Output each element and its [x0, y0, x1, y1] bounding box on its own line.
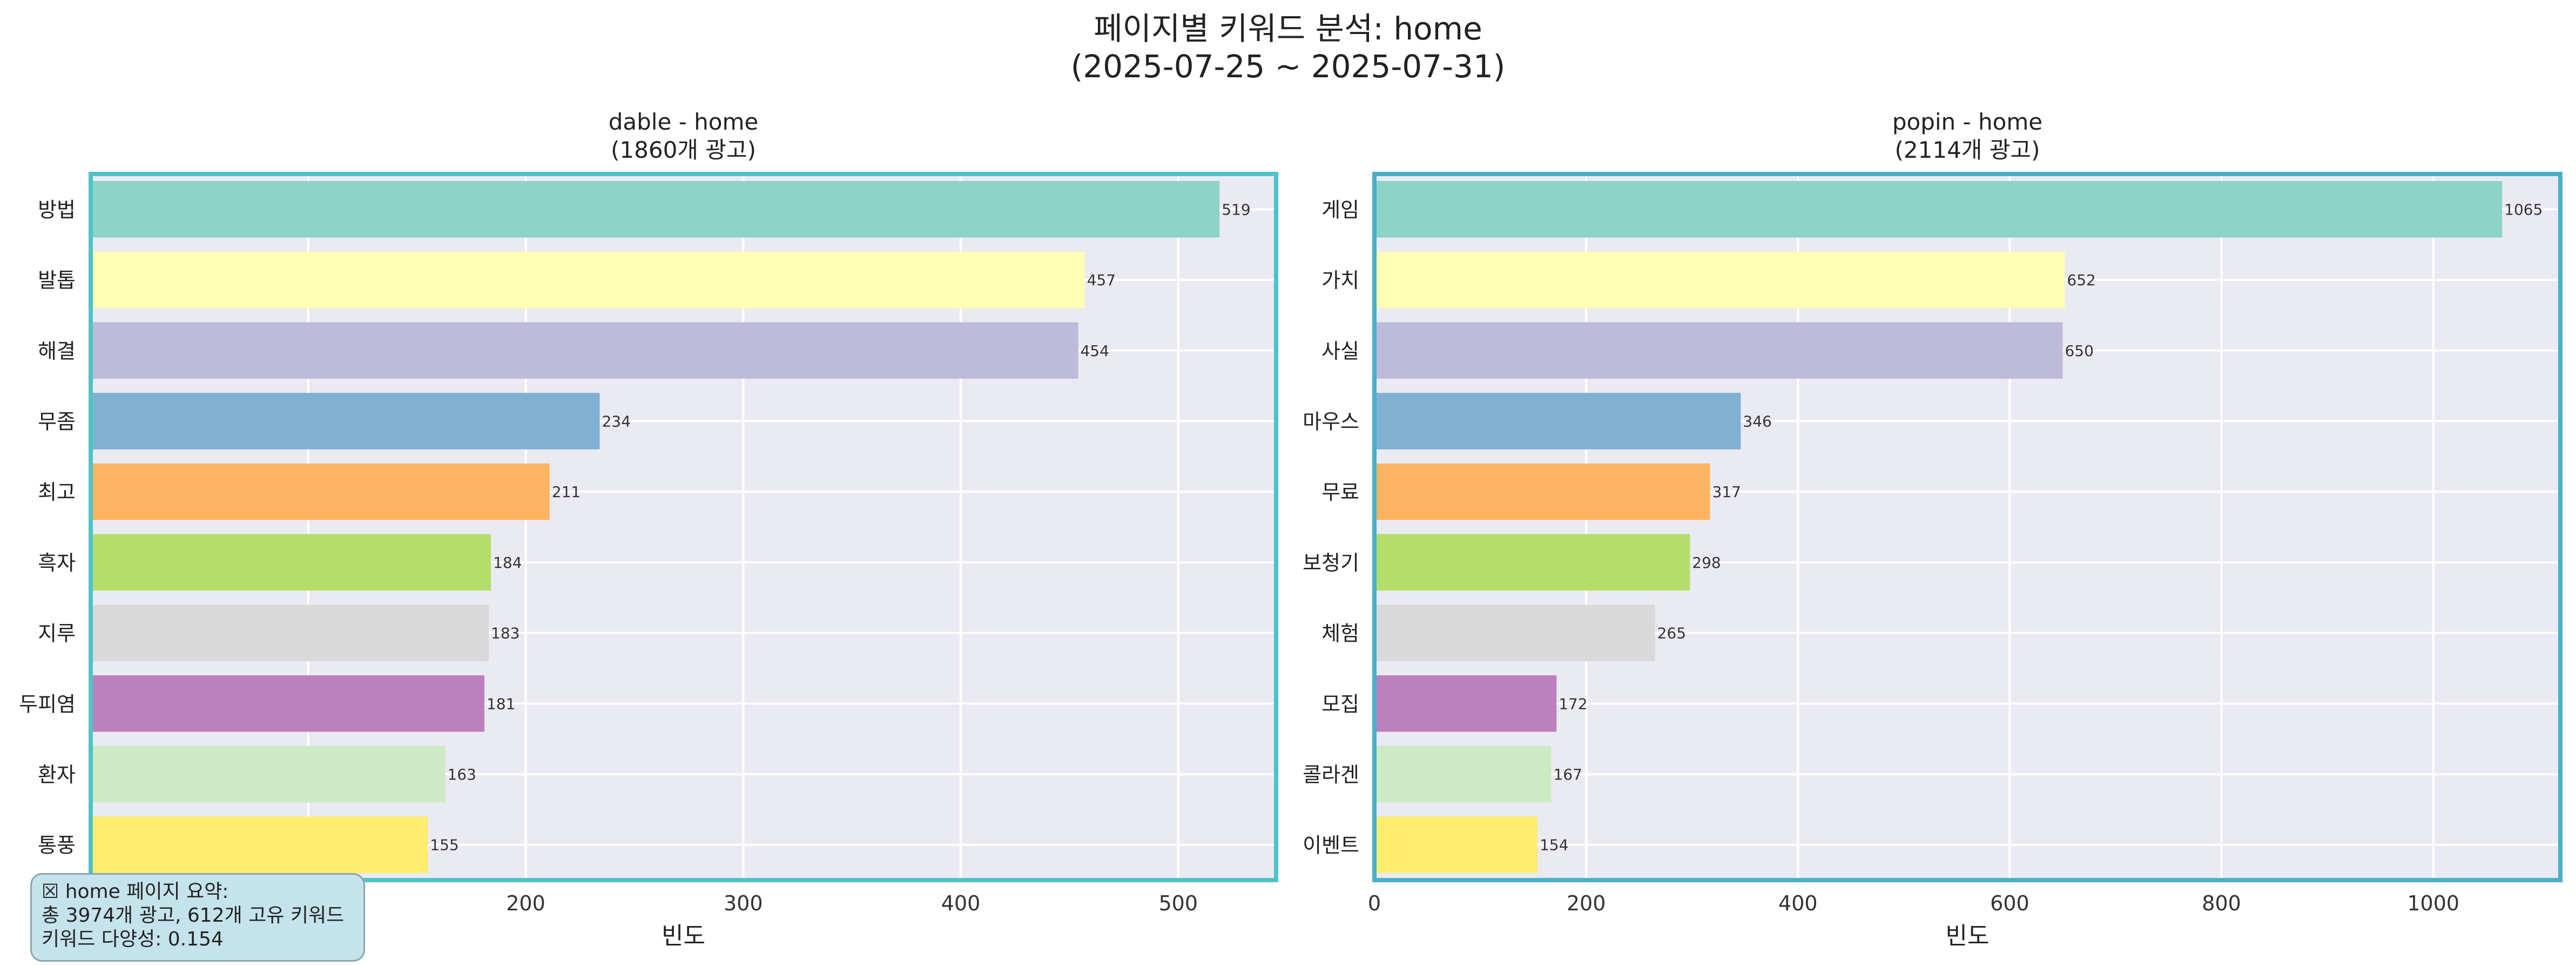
popin-value-label: 167	[1553, 766, 1582, 783]
popin-bar-가치	[1374, 251, 2065, 308]
dable-category-label: 환자	[38, 763, 76, 787]
popin-value-label: 298	[1692, 554, 1721, 572]
popin-value-label: 265	[1657, 625, 1686, 642]
popin-bar-체험	[1374, 605, 1655, 661]
popin-bar-보청기	[1374, 534, 1690, 591]
dable-category-label: 방법	[38, 198, 76, 222]
dable-x-axis-label: 빈도	[662, 922, 705, 950]
popin-category-label: 게임	[1321, 198, 1359, 222]
dable-bar-통풍	[91, 816, 428, 873]
popin-category-label: 마우스	[1303, 410, 1359, 433]
dable-category-label: 흑자	[38, 551, 76, 575]
popin-category-label: 콜라겐	[1303, 763, 1359, 787]
dable-x-tick-label: 300	[724, 891, 763, 915]
popin-bar-무료	[1374, 463, 1710, 520]
popin-value-label: 650	[2065, 342, 2093, 360]
popin-category-label: 가치	[1321, 269, 1359, 292]
dable-category-label: 무좀	[38, 410, 76, 433]
summary-box: ☒ home 페이지 요약: 총 3974개 광고, 612개 고유 키워드 키…	[30, 873, 365, 962]
popin-bar-모집	[1374, 675, 1557, 732]
popin-value-label: 346	[1743, 412, 1771, 430]
summary-line-3: 키워드 다양성: 0.154	[42, 928, 224, 950]
dable-value-label: 234	[602, 412, 630, 430]
popin-category-label: 무료	[1321, 480, 1359, 504]
popin-plot-frame	[1372, 172, 2562, 882]
summary-line-1: ☒ home 페이지 요약:	[42, 881, 229, 903]
dable-value-label: 163	[447, 766, 476, 783]
popin-x-axis-label: 빈도	[1946, 922, 1990, 950]
popin-value-label: 1065	[2504, 200, 2543, 218]
popin-x-tick-label: 0	[1368, 891, 1381, 915]
popin-bar-이벤트	[1374, 816, 1537, 873]
popin-value-label: 652	[2067, 271, 2095, 289]
popin-bar-마우스	[1374, 393, 1741, 450]
popin-value-label: 172	[1559, 695, 1587, 713]
dable-bar-환자	[91, 746, 446, 803]
dable-value-label: 519	[1222, 200, 1250, 218]
dable-panel-title: dable - home	[609, 109, 759, 135]
dable-value-label: 155	[430, 836, 458, 854]
dable-value-label: 183	[491, 625, 520, 642]
dable-x-tick-label: 200	[506, 891, 545, 915]
popin-category-label: 체험	[1321, 622, 1359, 646]
popin-bar-게임	[1374, 181, 2503, 238]
dable-value-label: 457	[1087, 271, 1116, 289]
popin-category-label: 이벤트	[1303, 834, 1359, 857]
dable-bar-두피염	[91, 675, 484, 732]
popin-category-label: 보청기	[1303, 551, 1359, 575]
dable-value-label: 181	[487, 695, 515, 713]
popin-category-label: 사실	[1321, 339, 1359, 363]
popin-x-tick-label: 400	[1778, 891, 1818, 915]
figure-title-line1: 페이지별 키워드 분석: home	[1094, 10, 1482, 47]
dable-bar-흑자	[91, 534, 491, 591]
dable-category-label: 발톱	[38, 269, 76, 292]
dable-bar-지루	[91, 605, 489, 661]
popin-x-tick-label: 600	[1990, 891, 2029, 915]
summary-line-2: 총 3974개 광고, 612개 고유 키워드	[42, 904, 345, 927]
dable-category-label: 해결	[38, 339, 76, 363]
popin-category-label: 모집	[1321, 692, 1359, 716]
dable-bar-최고	[91, 463, 550, 520]
dable-category-label: 통풍	[38, 834, 76, 857]
dable-x-tick-label: 500	[1158, 891, 1198, 915]
dable-category-label: 지루	[38, 622, 76, 646]
figure-title-line2: (2025-07-25 ~ 2025-07-31)	[1070, 48, 1506, 85]
dable-panel-subtitle: (1860개 광고)	[611, 137, 756, 163]
popin-panel-subtitle: (2114개 광고)	[1895, 137, 2040, 163]
dable-category-label: 최고	[38, 480, 76, 504]
figure-title: 페이지별 키워드 분석: home (2025-07-25 ~ 2025-07-…	[0, 10, 2576, 85]
popin-x-tick-label: 800	[2202, 891, 2241, 915]
dable-bar-발톱	[91, 251, 1085, 308]
popin-x-tick-label: 200	[1567, 891, 1606, 915]
popin-bar-콜라겐	[1374, 746, 1552, 803]
popin-value-label: 317	[1712, 483, 1741, 501]
dable-value-label: 211	[552, 483, 581, 501]
dable-plot-frame	[89, 172, 1278, 882]
dable-bar-무좀	[91, 393, 600, 450]
popin-x-tick-label: 1000	[2407, 891, 2459, 915]
dable-category-label: 두피염	[19, 692, 76, 716]
popin-bar-사실	[1374, 322, 2063, 379]
dable-value-label: 184	[493, 554, 522, 572]
dable-bar-해결	[91, 322, 1078, 379]
dable-bar-방법	[91, 181, 1220, 238]
dable-value-label: 454	[1080, 342, 1109, 360]
popin-value-label: 154	[1540, 836, 1568, 854]
popin-panel-title: popin - home	[1892, 109, 2042, 135]
dable-x-tick-label: 400	[941, 891, 981, 915]
